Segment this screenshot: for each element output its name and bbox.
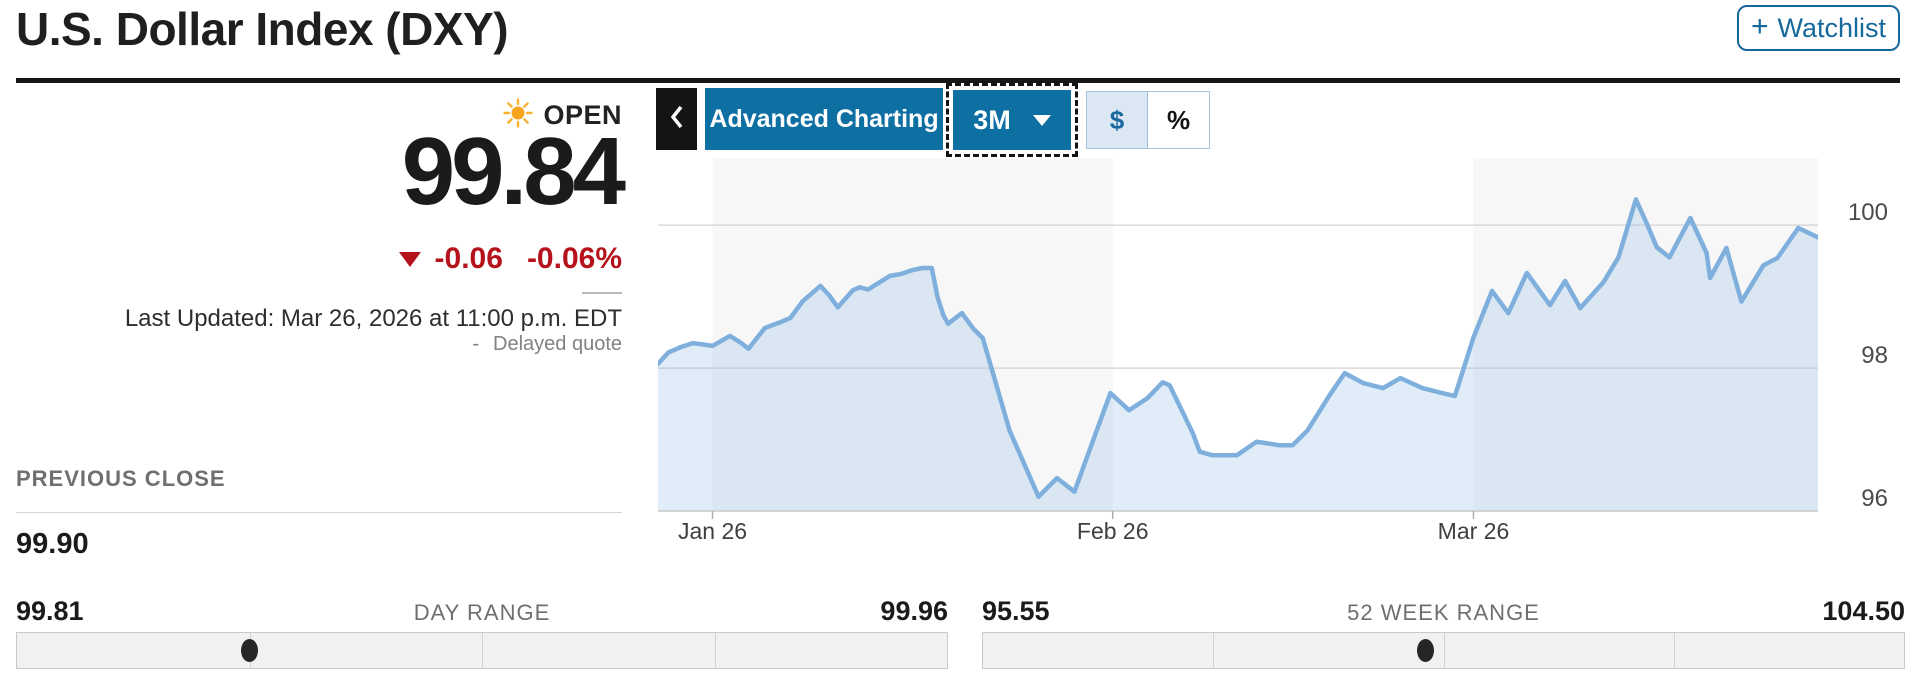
week52-range-low: 95.55 [982,596,1050,626]
price-chart[interactable]: Jan 26 Feb 26 Mar 26 [658,158,1818,544]
previous-close-divider [16,512,622,513]
price-chart-svg[interactable] [658,158,1818,520]
sun-icon [503,98,534,133]
market-status-label: OPEN [543,100,622,130]
previous-close-label: PREVIOUS CLOSE [16,466,226,491]
day-range-section: 99.81 DAY RANGE 99.96 [16,594,948,669]
price-percent-toggle: $ % [1086,91,1210,149]
time-range-dropdown[interactable]: 3M [953,90,1071,150]
x-axis-label: Feb 26 [1076,518,1149,544]
time-range-value: 3M [973,104,1011,135]
current-price: 99.84 [401,118,626,225]
last-updated: Last Updated: Mar 26, 2026 at 11:00 p.m.… [124,305,622,332]
x-axis-label: Jan 26 [677,518,748,544]
price-change: -0.06 -0.06% [398,242,622,276]
advanced-charting-button[interactable]: Advanced Charting [705,88,943,150]
day-range-low: 99.81 [16,596,84,626]
week52-range-marker [1416,639,1434,662]
change-value: -0.06 [434,242,503,275]
y-axis-labels: 100 98 96 [1818,158,1890,512]
week52-range-header: 95.55 52 WEEK RANGE 104.50 [982,594,1905,630]
change-percent: -0.06% [526,242,622,275]
day-range-marker [241,639,258,662]
day-range-bar [16,632,948,669]
advanced-charting-label: Advanced Charting [709,104,939,133]
page-title: U.S. Dollar Index (DXY) [16,3,509,55]
plus-icon: + [1750,10,1769,43]
down-arrow-icon [398,251,421,267]
header-divider [16,78,1900,83]
y-axis-label: 100 [1847,199,1888,227]
week52-range-section: 95.55 52 WEEK RANGE 104.50 [982,594,1905,669]
dollar-toggle-button[interactable]: $ [1087,92,1148,148]
watchlist-button-label: Watchlist [1777,12,1887,43]
previous-close-value: 99.90 [16,528,89,560]
delayed-quote-note: - Delayed quote [472,333,622,356]
week52-range-bar [982,632,1905,669]
chevron-down-icon [1032,114,1051,126]
day-range-label: DAY RANGE [413,600,551,625]
week52-range-label: 52 WEEK RANGE [1347,600,1540,625]
dollar-icon: $ [1109,104,1125,135]
y-axis-label: 98 [1861,342,1888,370]
market-status: OPEN [503,98,622,133]
chart-back-button[interactable] [656,88,697,150]
percent-toggle-button[interactable]: % [1148,92,1209,148]
delayed-label: Delayed quote [493,333,622,355]
x-axis-label: Mar 26 [1437,518,1510,544]
add-to-watchlist-button[interactable]: + Watchlist [1737,5,1900,51]
y-axis-label: 96 [1861,485,1888,512]
time-range-dropdown-focus-ring: 3M [946,83,1078,157]
delayed-dash: - [472,333,480,355]
day-range-high: 99.96 [880,596,948,626]
quote-mini-divider [582,292,622,294]
chevron-left-icon [669,102,685,137]
week52-range-high: 104.50 [1822,596,1905,626]
percent-icon: % [1166,104,1191,135]
day-range-header: 99.81 DAY RANGE 99.96 [16,594,948,630]
